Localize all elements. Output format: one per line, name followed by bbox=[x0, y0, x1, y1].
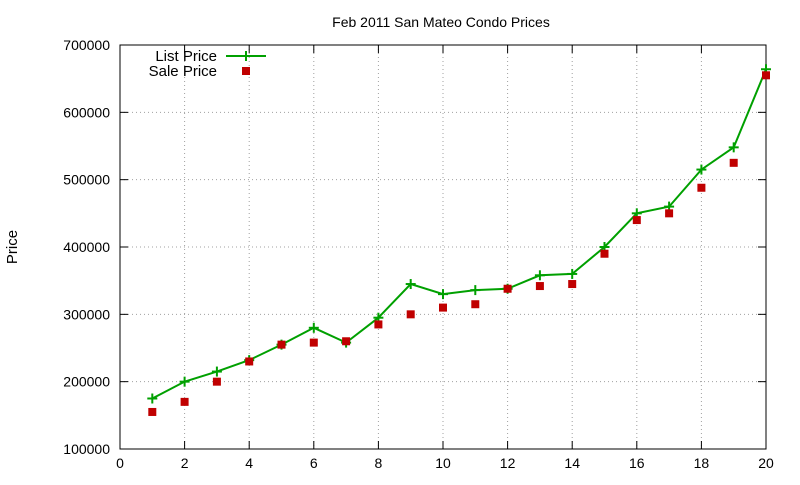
data-point-sale-price bbox=[729, 158, 738, 167]
data-point-sale-price bbox=[568, 280, 577, 289]
data-point-sale-price bbox=[245, 357, 254, 366]
data-point-list-price bbox=[179, 376, 190, 387]
data-point-list-price bbox=[696, 164, 707, 175]
legend-label-list-price: List Price bbox=[155, 48, 217, 65]
data-point-list-price bbox=[308, 322, 319, 333]
x-tick-label: 12 bbox=[500, 455, 516, 471]
x-tick-label: 0 bbox=[116, 455, 124, 471]
data-point-sale-price bbox=[632, 216, 641, 225]
data-point-sale-price bbox=[665, 209, 674, 218]
data-point-sale-price bbox=[762, 71, 770, 80]
y-tick-label: 700000 bbox=[63, 37, 110, 53]
legend-marker-sale-price bbox=[242, 67, 250, 75]
y-tick-label: 400000 bbox=[63, 239, 110, 255]
series-line-list-price bbox=[151, 68, 767, 400]
data-point-list-price bbox=[728, 142, 739, 153]
data-point-sale-price bbox=[471, 300, 480, 309]
series bbox=[147, 64, 771, 416]
data-point-sale-price bbox=[406, 310, 415, 319]
x-tick-label: 2 bbox=[181, 455, 189, 471]
data-point-sale-price bbox=[212, 377, 221, 386]
x-tick-label: 14 bbox=[564, 455, 580, 471]
data-point-sale-price bbox=[148, 407, 157, 416]
x-tick-label: 18 bbox=[694, 455, 710, 471]
x-tick-label: 8 bbox=[375, 455, 383, 471]
x-tick-label: 16 bbox=[629, 455, 645, 471]
data-point-list-price bbox=[567, 268, 578, 279]
y-tick-label: 300000 bbox=[63, 306, 110, 322]
y-tick-label: 200000 bbox=[63, 374, 110, 390]
x-tick-label: 10 bbox=[435, 455, 451, 471]
axis-ticks: 0 2 4 6 8 10 12 14 16 18 20 100000 200000 300000 40000… bbox=[63, 37, 774, 471]
grid bbox=[120, 45, 766, 449]
data-point-list-price bbox=[147, 393, 158, 404]
legend-marker-list-price bbox=[241, 51, 251, 61]
legend-label-sale-price: Sale Price bbox=[149, 63, 217, 80]
y-axis-label: Price bbox=[4, 230, 21, 264]
x-tick-label: 4 bbox=[245, 455, 253, 471]
y-tick-label: 500000 bbox=[63, 172, 110, 188]
legend: List Price Sale Price bbox=[149, 48, 266, 80]
y-tick-label: 600000 bbox=[63, 104, 110, 120]
data-point-sale-price bbox=[374, 320, 383, 329]
series-sale-price bbox=[148, 71, 770, 416]
data-point-sale-price bbox=[697, 183, 706, 192]
data-point-sale-price bbox=[439, 303, 447, 312]
data-point-sale-price bbox=[309, 338, 318, 347]
chart-title: Feb 2011 San Mateo Condo Prices bbox=[332, 14, 550, 30]
x-tick-label: 20 bbox=[758, 455, 774, 471]
data-point-sale-price bbox=[535, 282, 544, 291]
y-tick-label: 100000 bbox=[63, 441, 110, 457]
x-tick-label: 6 bbox=[310, 455, 318, 471]
data-point-list-price bbox=[405, 279, 416, 290]
data-point-sale-price bbox=[277, 340, 286, 349]
data-point-list-price bbox=[211, 366, 222, 377]
data-point-sale-price bbox=[342, 337, 351, 346]
data-point-list-price bbox=[534, 270, 545, 281]
data-point-list-price bbox=[470, 285, 481, 296]
data-point-sale-price bbox=[503, 284, 512, 293]
data-point-sale-price bbox=[180, 397, 189, 406]
data-point-sale-price bbox=[600, 249, 609, 258]
series-list-price bbox=[147, 64, 771, 404]
data-point-list-price bbox=[438, 289, 448, 300]
